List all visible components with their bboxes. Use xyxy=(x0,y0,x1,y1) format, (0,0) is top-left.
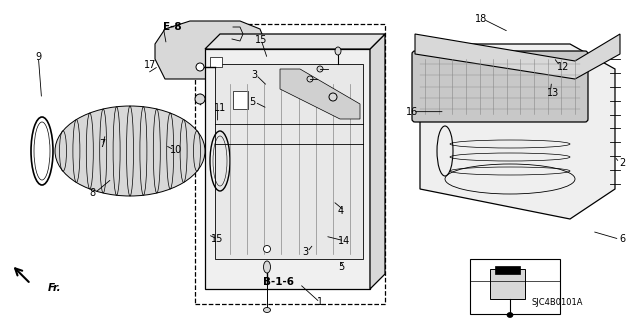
Ellipse shape xyxy=(335,47,341,55)
Text: 8: 8 xyxy=(90,188,96,198)
Text: 12: 12 xyxy=(557,62,569,72)
Text: 13: 13 xyxy=(547,87,559,98)
Text: 15: 15 xyxy=(255,35,267,45)
Ellipse shape xyxy=(507,313,513,317)
Polygon shape xyxy=(155,21,268,79)
Bar xyxy=(210,57,222,67)
Polygon shape xyxy=(420,44,615,219)
Text: 17: 17 xyxy=(144,60,156,70)
Polygon shape xyxy=(225,71,258,144)
Text: 16: 16 xyxy=(406,107,419,117)
Bar xyxy=(233,91,248,109)
Text: 11: 11 xyxy=(214,103,227,114)
Bar xyxy=(495,266,520,274)
Polygon shape xyxy=(280,69,360,119)
Text: 15: 15 xyxy=(211,234,223,244)
Text: B-1-6: B-1-6 xyxy=(263,277,294,287)
Text: 4: 4 xyxy=(338,205,344,216)
Text: 18: 18 xyxy=(475,14,487,24)
Ellipse shape xyxy=(264,308,271,313)
Polygon shape xyxy=(205,49,370,289)
Text: 5: 5 xyxy=(338,262,344,272)
Ellipse shape xyxy=(329,93,337,101)
Text: 2: 2 xyxy=(620,158,626,168)
Bar xyxy=(215,64,363,259)
Text: SJC4B0101A: SJC4B0101A xyxy=(531,298,582,307)
Text: 3: 3 xyxy=(302,247,308,257)
Ellipse shape xyxy=(264,261,271,273)
Bar xyxy=(490,269,525,299)
Ellipse shape xyxy=(195,94,205,104)
Text: 9: 9 xyxy=(35,52,42,63)
Ellipse shape xyxy=(55,106,205,196)
Ellipse shape xyxy=(317,66,323,72)
Text: 10: 10 xyxy=(170,145,182,155)
FancyBboxPatch shape xyxy=(412,51,588,122)
Text: 5: 5 xyxy=(250,97,256,107)
Text: 1: 1 xyxy=(317,297,323,308)
Text: 3: 3 xyxy=(251,70,257,80)
Text: Fr.: Fr. xyxy=(48,283,61,293)
Ellipse shape xyxy=(307,76,313,82)
Ellipse shape xyxy=(196,63,204,71)
Text: 14: 14 xyxy=(338,236,350,246)
Ellipse shape xyxy=(264,246,271,253)
Bar xyxy=(470,259,560,314)
Polygon shape xyxy=(415,34,620,79)
Polygon shape xyxy=(370,34,385,289)
Text: E-8: E-8 xyxy=(163,22,182,32)
Polygon shape xyxy=(205,34,385,49)
Text: 6: 6 xyxy=(620,234,626,244)
Text: 7: 7 xyxy=(99,138,106,149)
Bar xyxy=(195,24,385,304)
